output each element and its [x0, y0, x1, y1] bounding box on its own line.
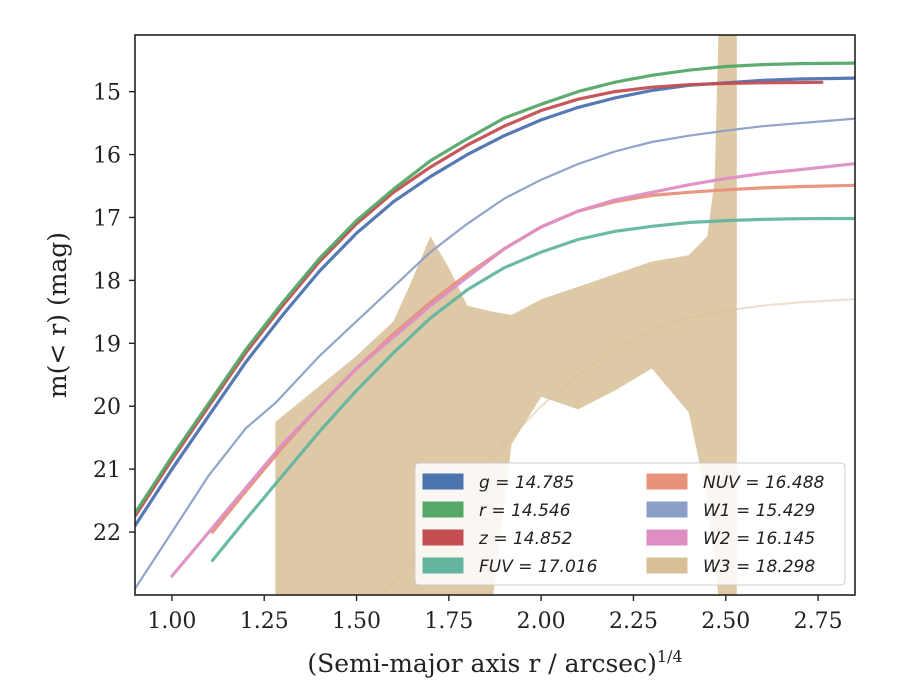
series-line-z [135, 80, 824, 518]
x-tick-label: 1.25 [240, 609, 289, 634]
x-tick-label: 2.50 [701, 609, 750, 634]
legend-box [414, 462, 846, 586]
y-tick-label: 19 [93, 332, 121, 357]
y-tick-label: 18 [93, 269, 121, 294]
legend-label-r: r = 14.546 [479, 501, 571, 521]
legend-label-fuv: FUV = 17.016 [479, 557, 598, 577]
y-tick-label: 16 [93, 144, 121, 169]
x-tick-label: 1.00 [147, 609, 196, 634]
plot-frame [134, 34, 856, 596]
legend-label-w3: W3 = 18.298 [703, 557, 815, 577]
series-line-fuv [210, 216, 855, 562]
x-axis-label: (Semi-major axis r / arcsec)1/4 [307, 647, 682, 678]
y-axis-label: m(< r) (mag) [43, 232, 72, 398]
legend-label-g: g = 14.785 [479, 473, 574, 493]
axes: 1.00 1.25 1.50 1.75 2.00 2.25 2.50 2.75 15 16 17 18… [93, 34, 856, 634]
series-line-w2 [170, 162, 855, 578]
y-tick-label: 15 [93, 81, 121, 106]
y-tick-label: 21 [93, 458, 121, 483]
legend-swatch-w3 [646, 557, 688, 574]
legend: g = 14.785 r = 14.546 z = 14.852 FUV = 17.0… [414, 462, 846, 586]
legend-swatch-w1 [646, 501, 688, 518]
y-tick-label: 22 [93, 521, 121, 546]
legend-swatch-nuv [646, 473, 688, 490]
legend-swatch-g [422, 473, 464, 490]
series-line-r [135, 61, 855, 515]
legend-label-w1: W1 = 15.429 [703, 501, 815, 521]
legend-label-z: z = 14.852 [478, 529, 572, 549]
legend-swatch-w2 [646, 529, 688, 546]
legend-label-nuv: NUV = 16.488 [703, 473, 825, 493]
legend-swatch-r [422, 501, 464, 518]
x-tick-label: 1.75 [424, 609, 473, 634]
legend-swatch-fuv [422, 557, 464, 574]
plot-area [135, 35, 855, 595]
legend-label-w2: W2 = 16.145 [703, 529, 815, 549]
x-tick-label: 2.00 [517, 609, 566, 634]
legend-swatch-z [422, 529, 464, 546]
x-tick-label: 2.75 [794, 609, 843, 634]
x-tick-label: 2.25 [609, 609, 658, 634]
w3-uncertainty-band [275, 35, 737, 595]
x-tick-label: 1.50 [332, 609, 381, 634]
series-line-w1 [135, 117, 855, 590]
y-tick-label: 20 [93, 395, 121, 420]
y-tick-label: 17 [93, 206, 121, 231]
